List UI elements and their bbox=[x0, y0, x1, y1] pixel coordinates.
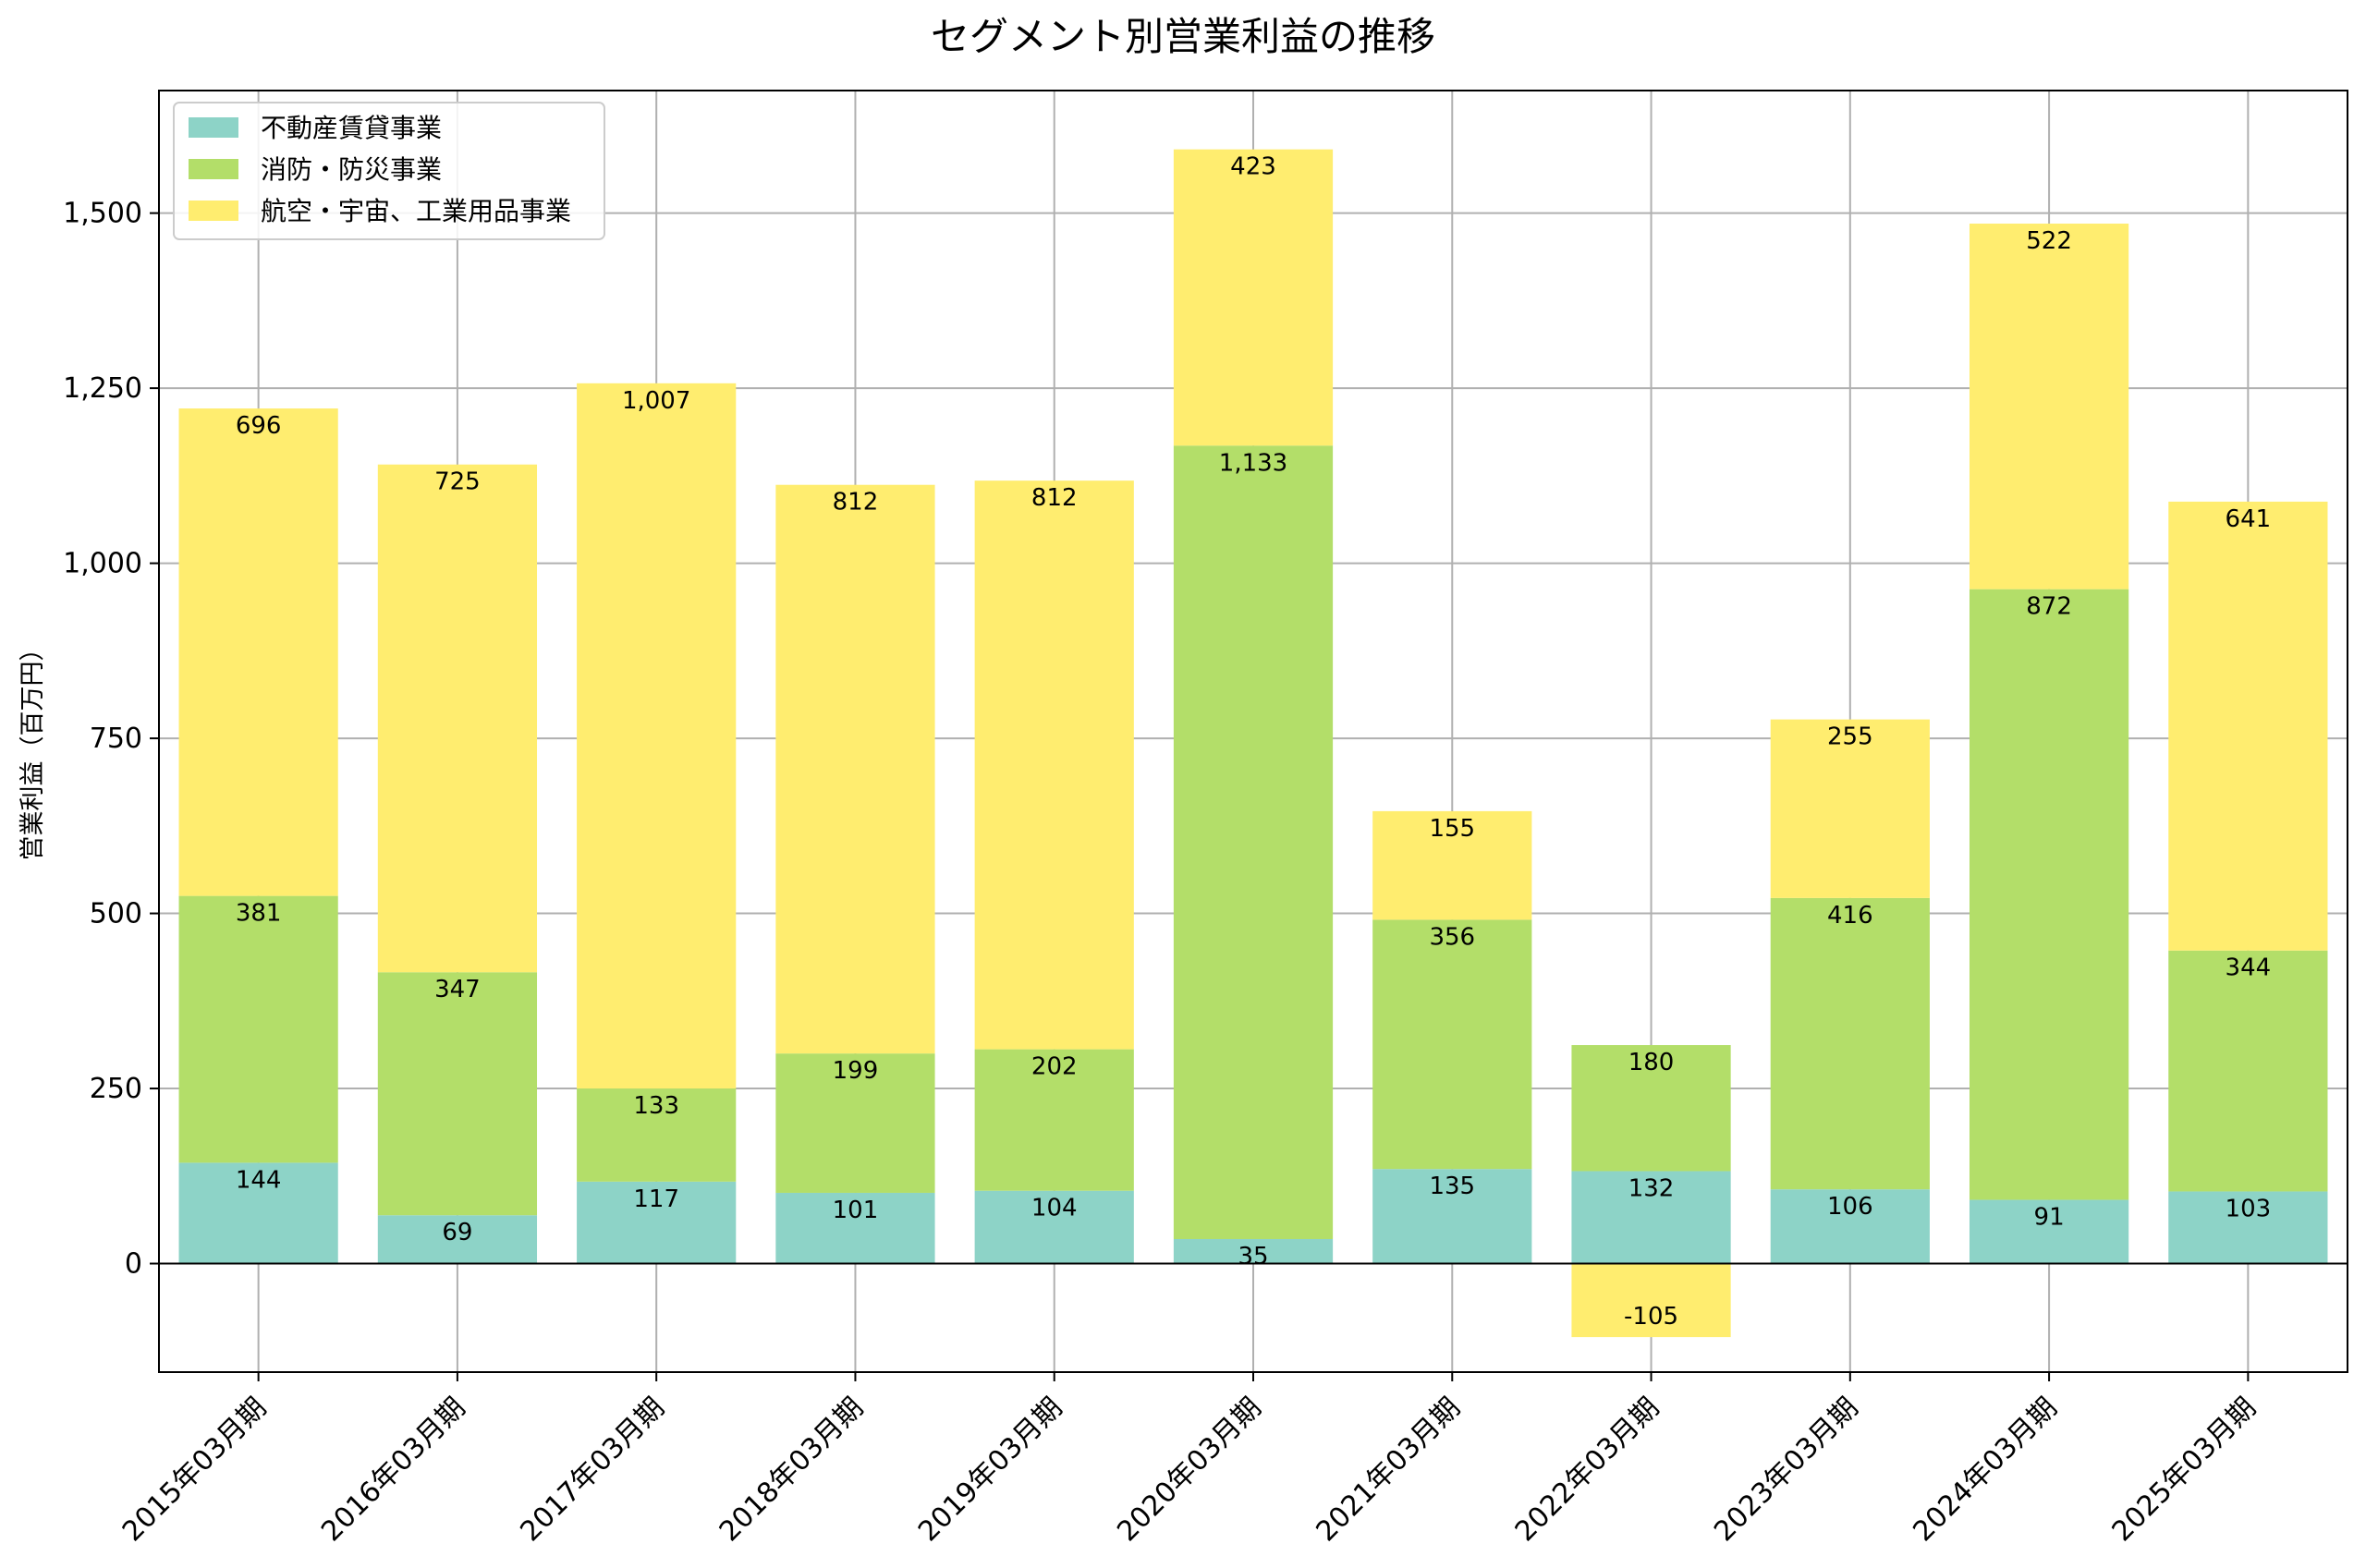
bar-segment bbox=[1173, 149, 1334, 446]
bar-segment bbox=[775, 484, 935, 1054]
bar-segment bbox=[178, 1162, 338, 1264]
data-label: 344 bbox=[2226, 954, 2272, 982]
bar-segment bbox=[1571, 1045, 1731, 1172]
data-label: 35 bbox=[1238, 1243, 1268, 1270]
bar-segment bbox=[1969, 589, 2129, 1200]
bar-segment bbox=[775, 1192, 935, 1264]
bar-segment bbox=[1372, 1169, 1532, 1264]
bar-segment bbox=[2168, 1191, 2328, 1264]
legend-box bbox=[173, 102, 605, 240]
bar-segment bbox=[577, 383, 737, 1089]
data-label: 155 bbox=[1429, 815, 1475, 843]
data-labels: 144 381 696 69 347 725 117 133 1,007 101 199 812 104… bbox=[236, 153, 2271, 1331]
y-tick-label: 500 bbox=[90, 898, 142, 930]
bar-segment bbox=[178, 408, 338, 896]
y-tick-label: 750 bbox=[90, 723, 142, 755]
chart-title: セグメント別営業利益の推移 bbox=[931, 14, 1435, 59]
bar-segment bbox=[2168, 501, 2328, 951]
bar-segment bbox=[1571, 1171, 1731, 1264]
legend-swatch bbox=[189, 201, 238, 221]
data-label: 103 bbox=[2226, 1195, 2272, 1222]
data-label: 812 bbox=[1031, 484, 1078, 512]
bar-segment bbox=[377, 1215, 538, 1264]
data-label: 117 bbox=[633, 1185, 679, 1213]
bar-segment bbox=[577, 1181, 737, 1264]
data-label: 381 bbox=[236, 900, 282, 928]
data-label: 144 bbox=[236, 1166, 282, 1194]
data-label: 104 bbox=[1031, 1195, 1078, 1222]
data-label: 356 bbox=[1429, 923, 1475, 951]
bar-segment bbox=[1770, 1189, 1930, 1264]
data-label: 812 bbox=[833, 489, 879, 517]
data-label: 423 bbox=[1230, 153, 1276, 181]
data-label: 202 bbox=[1031, 1053, 1078, 1081]
legend-label: 消防・防災事業 bbox=[261, 154, 442, 185]
bar-segment bbox=[775, 1053, 935, 1193]
bar-segment bbox=[974, 1049, 1134, 1191]
data-label: 641 bbox=[2226, 505, 2272, 533]
legend-label: 航空・宇宙、工業用品事業 bbox=[261, 196, 571, 226]
data-label: -105 bbox=[1624, 1303, 1678, 1331]
bar-segment bbox=[974, 1190, 1134, 1264]
bar-segment bbox=[377, 972, 538, 1216]
bars bbox=[178, 149, 2328, 1338]
data-label: 416 bbox=[1827, 902, 1873, 930]
y-tick-label: 1,250 bbox=[63, 372, 142, 405]
data-label: 91 bbox=[2034, 1204, 2065, 1232]
bar-segment bbox=[178, 895, 338, 1163]
bar-segment bbox=[377, 464, 538, 973]
y-tick-label: 1,000 bbox=[63, 548, 142, 580]
data-label: 522 bbox=[2026, 227, 2072, 255]
bar-segment bbox=[1571, 1263, 1731, 1338]
data-label: 1,133 bbox=[1219, 449, 1287, 477]
data-label: 255 bbox=[1827, 723, 1873, 751]
bar-segment bbox=[2168, 950, 2328, 1192]
legend-swatch bbox=[189, 159, 238, 179]
legend-label: 不動産賃貸事業 bbox=[261, 113, 442, 143]
bar-segment bbox=[974, 480, 1134, 1050]
data-label: 106 bbox=[1827, 1193, 1873, 1221]
data-label: 725 bbox=[434, 468, 481, 496]
bar-segment bbox=[1770, 719, 1930, 898]
bar-segment bbox=[1372, 919, 1532, 1170]
y-tick-label: 250 bbox=[90, 1073, 142, 1105]
bar-segment bbox=[1372, 810, 1532, 920]
y-tick-label: 0 bbox=[125, 1248, 142, 1281]
data-label: 872 bbox=[2026, 593, 2072, 621]
data-label: 1,007 bbox=[622, 387, 690, 415]
data-label: 180 bbox=[1628, 1049, 1675, 1076]
y-axis-title: 営業利益（百万円） bbox=[18, 637, 47, 861]
data-label: 132 bbox=[1628, 1174, 1675, 1202]
bar-segment bbox=[1173, 445, 1334, 1239]
bar-segment bbox=[577, 1088, 737, 1182]
bar-segment bbox=[1969, 1199, 2129, 1264]
legend-swatch bbox=[189, 117, 238, 138]
data-label: 135 bbox=[1429, 1173, 1475, 1200]
data-label: 69 bbox=[442, 1219, 472, 1246]
bar-segment bbox=[1173, 1238, 1334, 1264]
bar-segment bbox=[1969, 224, 2129, 590]
data-label: 101 bbox=[833, 1197, 879, 1224]
data-label: 199 bbox=[833, 1057, 879, 1085]
y-tick-label: 1,500 bbox=[63, 198, 142, 230]
bar-segment bbox=[1770, 897, 1930, 1190]
data-label: 133 bbox=[633, 1092, 679, 1120]
data-label: 696 bbox=[236, 412, 282, 440]
data-label: 347 bbox=[434, 976, 481, 1003]
